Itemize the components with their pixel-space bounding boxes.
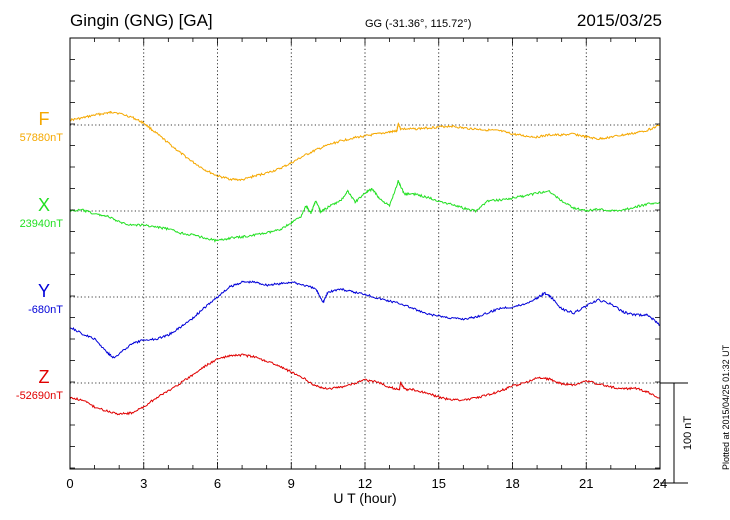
station-title: Gingin (GNG) [GA] — [70, 11, 213, 30]
x-tick-label: 9 — [288, 476, 295, 491]
x-tick-label: 21 — [579, 476, 593, 491]
channel-letter-z: Z — [39, 367, 50, 387]
plot-frame — [69, 37, 661, 470]
channel-baseline-f: 57880nT — [20, 132, 64, 144]
channel-baseline-x: 23940nT — [20, 218, 64, 230]
x-tick-label: 3 — [140, 476, 147, 491]
series-line-f — [69, 110, 661, 182]
plot-border — [69, 37, 661, 470]
channel-baseline-y: -680nT — [28, 304, 63, 316]
series-line-y — [69, 280, 661, 359]
x-tick-label: 15 — [432, 476, 446, 491]
scale-bar-label: 100 nT — [682, 416, 694, 451]
channel-letter-x: X — [38, 195, 50, 215]
baselines — [70, 124, 660, 384]
x-tick-label: 0 — [66, 476, 73, 491]
channel-letter-f: F — [39, 109, 50, 129]
x-tick-label: 18 — [505, 476, 519, 491]
x-axis: 0 3 6 9 12 15 18 21 24U T (hour) — [66, 38, 667, 506]
x-tick-label: 12 — [358, 476, 372, 491]
chart-date: 2015/03/25 — [576, 11, 662, 30]
scale-bar: 100 nT — [660, 382, 694, 484]
channel-letter-y: Y — [38, 281, 50, 301]
channel-labels: F 57880nT X 23940nT Y -680nT Z -52690nT — [16, 109, 63, 402]
series-line-z — [69, 353, 661, 416]
x-tick-label: 6 — [214, 476, 221, 491]
series-line-x — [69, 180, 661, 243]
x-axis-title: U T (hour) — [333, 490, 396, 506]
grid — [143, 38, 587, 469]
station-coordinates: GG (-31.36°, 115.72°) — [365, 18, 472, 30]
channel-baseline-z: -52690nT — [16, 390, 63, 402]
series-lines — [69, 110, 661, 416]
